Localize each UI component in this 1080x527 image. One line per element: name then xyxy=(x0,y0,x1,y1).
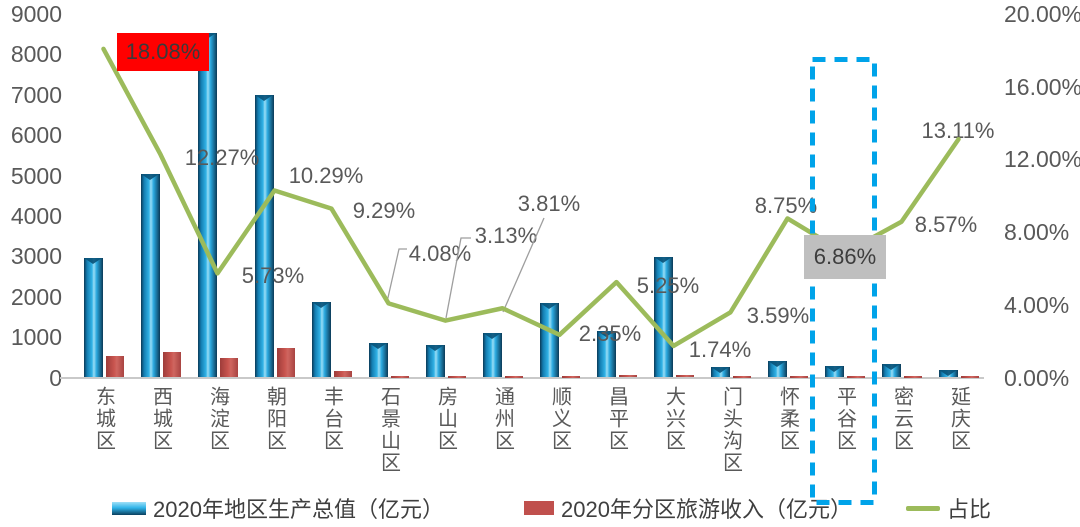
ratio-legend-label: 占比 xyxy=(947,497,992,522)
ratio-point-label: 3.13% xyxy=(474,223,538,248)
x-axis-label: 通州区 xyxy=(491,386,514,452)
x-axis-label: 丰台区 xyxy=(320,386,343,452)
gdp-bar-legend-marker xyxy=(112,501,146,515)
gdp-bar xyxy=(767,360,787,378)
y-axis-left-tick: 9000 xyxy=(10,1,62,27)
x-axis-label: 海淀区 xyxy=(206,386,229,452)
tourism-bar xyxy=(162,352,181,378)
gdp-bar xyxy=(197,32,217,378)
ratio-line-legend-marker xyxy=(906,505,940,511)
y-axis-right-tick: 4.00% xyxy=(1004,291,1070,318)
gdp-bar xyxy=(368,342,388,378)
tourism-bar xyxy=(390,375,409,378)
x-axis-label: 东城区 xyxy=(92,386,115,452)
gdp-legend-label: 2020年地区生产总值（亿元） xyxy=(153,497,444,522)
tourism-legend-label: 2020年分区旅游收入（亿元） xyxy=(561,497,852,522)
y-axis-right-tick: 0.00% xyxy=(1004,364,1070,391)
ratio-point-label: 2.35% xyxy=(578,321,642,346)
tourism-bar xyxy=(675,375,694,378)
tourism-bar xyxy=(960,375,979,378)
gdp-bar xyxy=(539,303,559,378)
x-axis-label: 石景山区 xyxy=(377,386,400,474)
ratio-point-label: 13.11% xyxy=(921,118,995,143)
gdp-bar xyxy=(824,366,844,378)
x-axis-label: 平谷区 xyxy=(833,386,856,452)
tourism-bar xyxy=(789,375,808,378)
tourism-bar xyxy=(276,348,295,378)
x-axis-label: 门头沟区 xyxy=(719,386,742,474)
ratio-point-label: 1.74% xyxy=(688,337,752,362)
y-axis-right-tick: 12.00% xyxy=(1004,146,1080,173)
y-axis-right-tick: 20.00% xyxy=(1004,1,1080,27)
tourism-bar xyxy=(618,375,637,378)
ratio-point-label: 8.75% xyxy=(754,193,818,218)
gdp-bar xyxy=(710,366,730,378)
x-axis-label: 房山区 xyxy=(434,386,457,452)
ratio-point-label: 5.25% xyxy=(636,273,700,298)
x-axis-label: 延庆区 xyxy=(947,386,970,452)
y-axis-left-tick: 1000 xyxy=(10,324,62,351)
tourism-bar xyxy=(561,375,580,378)
x-axis-label: 大兴区 xyxy=(662,386,685,452)
x-axis-label: 昌平区 xyxy=(605,386,628,452)
y-axis-left-tick: 4000 xyxy=(10,202,62,229)
x-axis-label: 密云区 xyxy=(890,386,913,452)
ratio-point-label: 12.27% xyxy=(184,145,260,170)
y-axis-right-tick: 16.00% xyxy=(1004,73,1080,100)
ratio-point-label: 4.08% xyxy=(408,241,472,266)
gdp-bar xyxy=(425,345,445,378)
legend-item-gdp: 2020年地区生产总值（亿元） xyxy=(112,494,444,522)
y-axis-left-tick: 0 xyxy=(49,364,62,391)
gdp-bar xyxy=(938,369,958,378)
tourism-bar xyxy=(105,356,124,378)
ratio-point-label: 9.29% xyxy=(352,198,416,223)
tourism-bar xyxy=(333,370,352,378)
ratio-point-label: 8.57% xyxy=(914,212,978,237)
ratio-point-label: 3.81% xyxy=(517,191,581,216)
ratio-label-red-highlight: 18.08% xyxy=(117,33,209,71)
x-axis-line xyxy=(60,377,984,379)
tourism-bar xyxy=(732,375,751,378)
y-axis-left-tick: 5000 xyxy=(10,162,62,189)
tourism-bar xyxy=(846,375,865,378)
gdp-bar xyxy=(254,94,274,378)
gdp-bar xyxy=(482,333,502,378)
x-axis-label: 顺义区 xyxy=(548,386,571,452)
tourism-bar-legend-marker xyxy=(524,501,554,515)
gdp-bar xyxy=(311,302,331,378)
gdp-bar xyxy=(140,173,160,378)
tourism-bar xyxy=(504,375,523,378)
label-leader-line xyxy=(386,248,407,303)
y-axis-right-tick: 8.00% xyxy=(1004,219,1070,246)
y-axis-left-tick: 3000 xyxy=(10,243,62,270)
y-axis-left-tick: 6000 xyxy=(10,122,62,149)
gdp-bar xyxy=(881,364,901,378)
ratio-point-label: 3.59% xyxy=(746,303,810,328)
y-axis-left-tick: 7000 xyxy=(10,81,62,108)
gdp-bar xyxy=(83,258,103,378)
y-axis-left-tick: 8000 xyxy=(10,41,62,68)
legend-item-ratio: 占比 xyxy=(906,494,991,522)
tourism-bar xyxy=(903,375,922,378)
ratio-point-label: 5.73% xyxy=(241,263,305,288)
ratio-point-label: 10.29% xyxy=(288,163,364,188)
x-axis-label: 怀柔区 xyxy=(776,386,799,452)
x-axis-label: 朝阳区 xyxy=(263,386,286,452)
legend-item-tourism: 2020年分区旅游收入（亿元） xyxy=(524,494,852,522)
ratio-label-gray-highlight: 6.86% xyxy=(804,235,886,279)
x-axis-label: 西城区 xyxy=(149,386,172,452)
tourism-bar xyxy=(219,357,238,378)
tourism-bar xyxy=(447,375,466,378)
y-axis-left-tick: 2000 xyxy=(10,283,62,310)
